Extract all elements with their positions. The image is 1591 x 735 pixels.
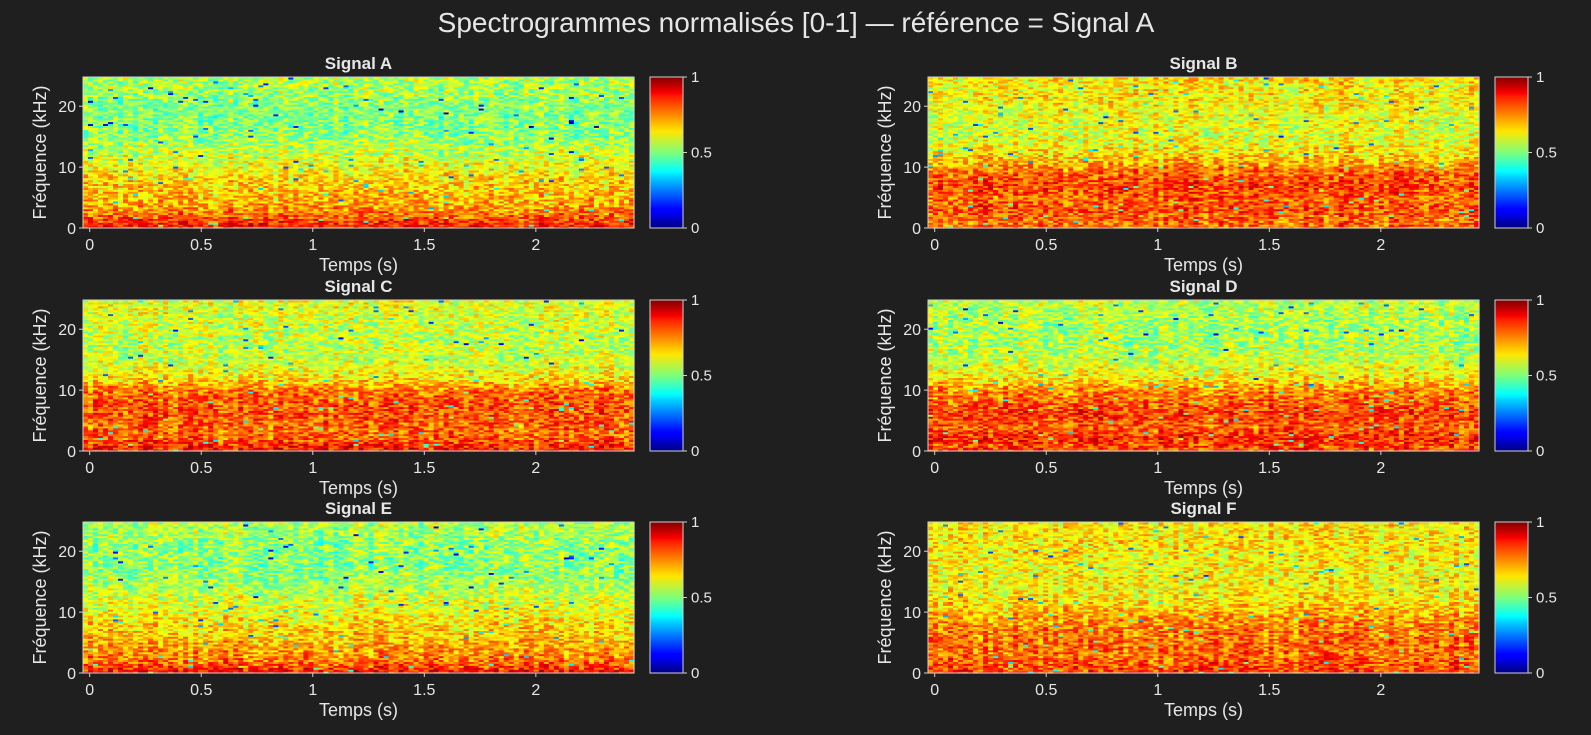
spectrogram-heatmap (83, 77, 635, 229)
figure-title: Spectrogrammes normalisés [0-1] — référe… (438, 7, 1155, 38)
